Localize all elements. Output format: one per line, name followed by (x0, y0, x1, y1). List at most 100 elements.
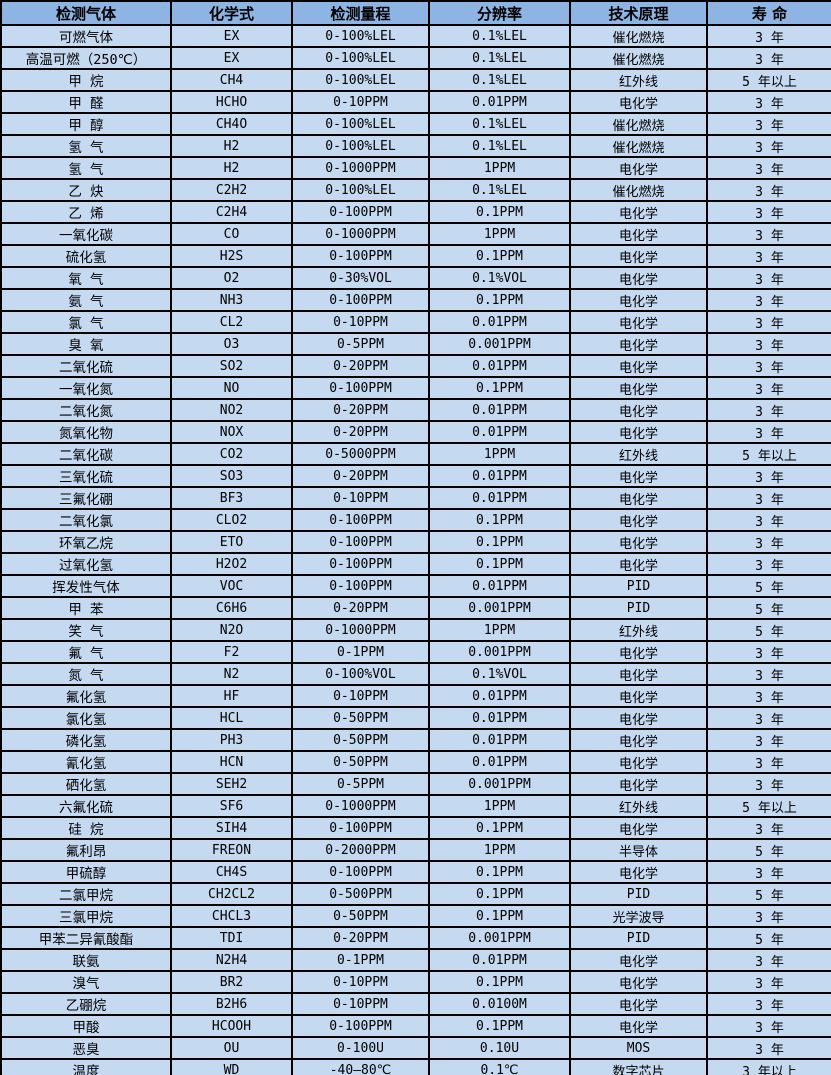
column-header-gas: 检测气体 (0, 0, 172, 26)
cell-lifespan: 3 年 (706, 46, 831, 70)
cell-resolution: 0.001PPM (428, 332, 571, 356)
table-row: 二氧化碳 CO2 0-5000PPM 1PPM 红外线 5 年以上 (0, 442, 831, 466)
cell-gas: 氰化氢 (0, 750, 172, 774)
cell-range: 0-20PPM (291, 420, 430, 444)
cell-principle: 电化学 (569, 684, 708, 708)
column-header-resolution: 分辨率 (428, 0, 571, 26)
cell-lifespan: 5 年 (706, 574, 831, 598)
cell-formula: NO2 (170, 398, 293, 422)
cell-resolution: 0.1%LEL (428, 178, 571, 202)
cell-principle: 电化学 (569, 376, 708, 400)
cell-gas: 二氧化硫 (0, 354, 172, 378)
table-row: 磷化氢 PH3 0-50PPM 0.01PPM 电化学 3 年 (0, 728, 831, 752)
cell-principle: 红外线 (569, 794, 708, 818)
cell-resolution: 0.01PPM (428, 398, 571, 422)
cell-principle: 电化学 (569, 772, 708, 796)
table-row: 一氧化氮 NO 0-100PPM 0.1PPM 电化学 3 年 (0, 376, 831, 400)
cell-resolution: 0.1%LEL (428, 46, 571, 70)
cell-range: 0-30%VOL (291, 266, 430, 290)
cell-range: 0-5PPM (291, 332, 430, 356)
cell-range: 0-100PPM (291, 552, 430, 576)
cell-gas: 甲酸 (0, 1014, 172, 1038)
cell-principle: 电化学 (569, 222, 708, 246)
column-header-principle: 技术原理 (569, 0, 708, 26)
cell-resolution: 0.1PPM (428, 508, 571, 532)
cell-resolution: 0.001PPM (428, 640, 571, 664)
cell-range: 0-1000PPM (291, 794, 430, 818)
cell-lifespan: 3 年 (706, 728, 831, 752)
cell-formula: HCN (170, 750, 293, 774)
cell-gas: 笑 气 (0, 618, 172, 642)
cell-formula: CL2 (170, 310, 293, 334)
cell-principle: 电化学 (569, 992, 708, 1016)
cell-lifespan: 3 年 (706, 354, 831, 378)
cell-resolution: 0.01PPM (428, 354, 571, 378)
table-row: 氮 气 N2 0-100%VOL 0.1%VOL 电化学 3 年 (0, 662, 831, 686)
cell-formula: NH3 (170, 288, 293, 312)
cell-formula: OU (170, 1036, 293, 1060)
cell-principle: 催化燃烧 (569, 46, 708, 70)
table-row: 恶臭 OU 0-100U 0.10U MOS 3 年 (0, 1036, 831, 1060)
cell-resolution: 0.1PPM (428, 552, 571, 576)
cell-resolution: 0.1PPM (428, 200, 571, 224)
cell-lifespan: 3 年 (706, 706, 831, 730)
cell-resolution: 0.01PPM (428, 486, 571, 510)
cell-formula: HF (170, 684, 293, 708)
cell-lifespan: 3 年 (706, 992, 831, 1016)
cell-principle: 电化学 (569, 728, 708, 752)
cell-principle: 电化学 (569, 662, 708, 686)
cell-principle: 电化学 (569, 398, 708, 422)
cell-lifespan: 3 年 (706, 1036, 831, 1060)
cell-range: 0-100%LEL (291, 68, 430, 92)
cell-range: 0-20PPM (291, 596, 430, 620)
cell-principle: 催化燃烧 (569, 178, 708, 202)
cell-formula: CH4 (170, 68, 293, 92)
table-row: 过氧化氢 H2O2 0-100PPM 0.1PPM 电化学 3 年 (0, 552, 831, 576)
cell-formula: N2 (170, 662, 293, 686)
cell-resolution: 0.1PPM (428, 816, 571, 840)
cell-resolution: 0.1%LEL (428, 24, 571, 48)
cell-formula: HCHO (170, 90, 293, 114)
cell-lifespan: 3 年 (706, 266, 831, 290)
cell-gas: 甲 烷 (0, 68, 172, 92)
cell-formula: CH4O (170, 112, 293, 136)
cell-principle: 电化学 (569, 552, 708, 576)
cell-gas: 温度 (0, 1058, 172, 1075)
table-row: 一氧化碳 CO 0-1000PPM 1PPM 电化学 3 年 (0, 222, 831, 246)
cell-range: 0-100PPM (291, 530, 430, 554)
cell-gas: 氟利昂 (0, 838, 172, 862)
cell-principle: 电化学 (569, 530, 708, 554)
cell-range: 0-10PPM (291, 310, 430, 334)
table-row: 硫化氢 H2S 0-100PPM 0.1PPM 电化学 3 年 (0, 244, 831, 268)
cell-lifespan: 3 年 (706, 178, 831, 202)
cell-range: 0-1PPM (291, 948, 430, 972)
cell-range: 0-10PPM (291, 992, 430, 1016)
cell-lifespan: 3 年 (706, 486, 831, 510)
table-row: 挥发性气体 VOC 0-100PPM 0.01PPM PID 5 年 (0, 574, 831, 598)
cell-range: 0-20PPM (291, 354, 430, 378)
cell-range: 0-100PPM (291, 200, 430, 224)
cell-resolution: 0.1PPM (428, 970, 571, 994)
cell-formula: CLO2 (170, 508, 293, 532)
cell-range: 0-50PPM (291, 750, 430, 774)
table-row: 氨 气 NH3 0-100PPM 0.1PPM 电化学 3 年 (0, 288, 831, 312)
cell-principle: 电化学 (569, 948, 708, 972)
table-row: 甲 苯 C6H6 0-20PPM 0.001PPM PID 5 年 (0, 596, 831, 620)
cell-range: -40—80℃ (291, 1058, 430, 1075)
cell-lifespan: 3 年 (706, 24, 831, 48)
cell-resolution: 0.0100M (428, 992, 571, 1016)
table-row: 硅 烷 SIH4 0-100PPM 0.1PPM 电化学 3 年 (0, 816, 831, 840)
table-row: 氟利昂 FREON 0-2000PPM 1PPM 半导体 5 年 (0, 838, 831, 862)
cell-formula: O3 (170, 332, 293, 356)
cell-resolution: 0.001PPM (428, 926, 571, 950)
cell-resolution: 1PPM (428, 794, 571, 818)
cell-principle: 催化燃烧 (569, 112, 708, 136)
cell-range: 0-20PPM (291, 464, 430, 488)
cell-formula: C6H6 (170, 596, 293, 620)
cell-gas: 联氨 (0, 948, 172, 972)
cell-principle: 红外线 (569, 442, 708, 466)
cell-range: 0-100U (291, 1036, 430, 1060)
cell-resolution: 0.01PPM (428, 706, 571, 730)
cell-resolution: 0.1%VOL (428, 266, 571, 290)
cell-lifespan: 3 年 (706, 288, 831, 312)
